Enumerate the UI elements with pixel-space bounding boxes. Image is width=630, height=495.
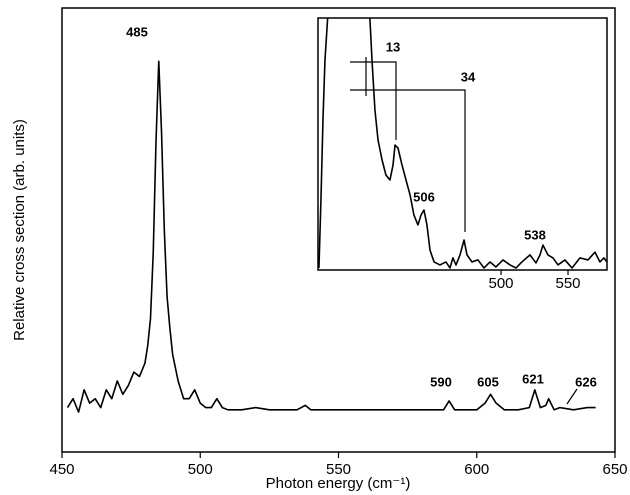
peak-label: 485 (126, 24, 148, 39)
x-tick-label: 500 (489, 275, 514, 292)
y-axis-label: Relative cross section (arb. units) (11, 119, 28, 341)
x-tick-label: 550 (326, 461, 351, 478)
peak-label: 605 (477, 374, 499, 389)
x-tick-label: 600 (464, 461, 489, 478)
peak-label: 13 (386, 39, 400, 54)
peak-label: 621 (522, 371, 544, 386)
x-tick-label: 500 (188, 461, 213, 478)
peak-label: 34 (461, 69, 476, 84)
x-axis-label: Photon energy (cm⁻¹) (266, 475, 411, 492)
peak-label: 506 (413, 189, 435, 204)
peak-label: 626 (575, 374, 597, 389)
x-tick-label: 650 (602, 461, 627, 478)
peak-label: 590 (430, 374, 452, 389)
annotation-pointer (566, 388, 578, 405)
inset-brackets (350, 57, 466, 232)
peak-label: 538 (524, 227, 546, 242)
x-tick-label: 550 (555, 275, 580, 292)
spectrum-line (66, 60, 596, 413)
x-tick-label: 450 (49, 461, 74, 478)
inset-frame (317, 17, 608, 271)
spectrum-line (318, 18, 607, 269)
